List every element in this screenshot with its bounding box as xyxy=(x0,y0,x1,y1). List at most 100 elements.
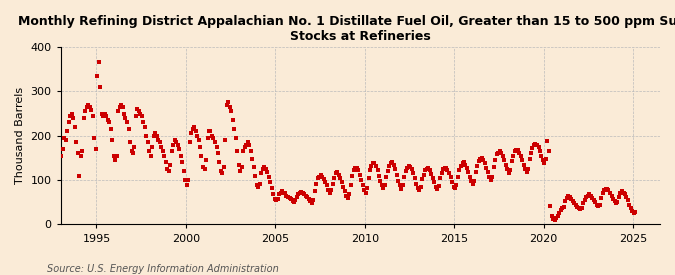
Point xyxy=(278,190,289,195)
Point xyxy=(558,205,569,209)
Point xyxy=(373,174,384,178)
Point xyxy=(537,158,548,162)
Point xyxy=(238,149,249,153)
Point xyxy=(220,138,231,142)
Point xyxy=(90,147,101,151)
Point xyxy=(448,185,459,189)
Point xyxy=(599,188,610,192)
Point xyxy=(535,149,545,153)
Point xyxy=(313,176,323,180)
Point xyxy=(383,169,394,174)
Point xyxy=(479,161,490,166)
Point xyxy=(614,195,624,199)
Point xyxy=(630,210,641,214)
Point xyxy=(591,202,602,207)
Point xyxy=(381,174,392,179)
Point xyxy=(294,190,305,195)
Point xyxy=(493,150,504,155)
Point xyxy=(78,116,89,120)
Point xyxy=(275,190,286,195)
Point xyxy=(330,171,341,176)
Point xyxy=(385,161,396,166)
Point xyxy=(293,192,304,197)
Point xyxy=(628,211,639,216)
Point xyxy=(624,202,634,207)
Point xyxy=(502,167,512,171)
Point xyxy=(597,191,608,196)
Point xyxy=(119,111,130,116)
Point xyxy=(429,180,439,185)
Point xyxy=(110,158,121,162)
Point xyxy=(412,186,423,190)
Point xyxy=(182,182,192,187)
Point xyxy=(299,192,310,197)
Point xyxy=(506,159,517,164)
Point xyxy=(371,164,381,168)
Point xyxy=(271,198,281,202)
Point xyxy=(569,201,580,205)
Point xyxy=(74,174,85,178)
Point xyxy=(253,185,264,189)
Point xyxy=(302,195,313,199)
Point xyxy=(603,188,614,192)
Point xyxy=(287,199,298,204)
Point xyxy=(451,183,462,188)
Point xyxy=(63,120,74,125)
Point xyxy=(234,162,244,167)
Point xyxy=(372,168,383,172)
Point xyxy=(390,167,401,171)
Point xyxy=(417,177,428,182)
Point xyxy=(123,127,134,131)
Point xyxy=(259,164,269,169)
Point xyxy=(430,185,441,189)
Point xyxy=(348,168,359,172)
Point xyxy=(509,149,520,153)
Point xyxy=(209,140,220,145)
Point xyxy=(304,197,315,201)
Point xyxy=(131,114,142,118)
Point xyxy=(402,166,412,170)
Point xyxy=(151,133,162,138)
Point xyxy=(101,114,111,118)
Point xyxy=(333,173,344,177)
Point xyxy=(57,147,68,151)
Point xyxy=(205,129,216,133)
Point xyxy=(341,193,352,198)
Point xyxy=(435,176,446,180)
Point xyxy=(95,85,106,89)
Point xyxy=(263,174,274,179)
Point xyxy=(384,164,395,168)
Point xyxy=(241,142,252,147)
Point xyxy=(352,168,363,172)
Point xyxy=(347,174,358,178)
Point xyxy=(279,191,290,196)
Point xyxy=(284,196,295,200)
Point xyxy=(460,162,470,167)
Point xyxy=(378,186,389,190)
Point xyxy=(611,201,622,205)
Point xyxy=(475,156,486,161)
Point xyxy=(398,183,408,188)
Point xyxy=(453,174,464,179)
Point xyxy=(450,186,460,190)
Point xyxy=(497,153,508,158)
Point xyxy=(248,164,259,169)
Point xyxy=(545,204,556,208)
Point xyxy=(393,179,404,183)
Point xyxy=(236,164,247,169)
Point xyxy=(108,153,119,158)
Point xyxy=(314,174,325,179)
Point xyxy=(98,114,109,118)
Point xyxy=(578,201,589,205)
Point xyxy=(190,129,201,133)
Point xyxy=(219,164,230,169)
Point xyxy=(575,207,586,211)
Point xyxy=(163,169,174,174)
Point xyxy=(594,202,605,207)
Point xyxy=(65,114,76,118)
Point xyxy=(426,172,437,176)
Point xyxy=(543,149,554,153)
Point xyxy=(433,184,444,188)
Point xyxy=(441,166,452,170)
Point xyxy=(142,140,153,145)
